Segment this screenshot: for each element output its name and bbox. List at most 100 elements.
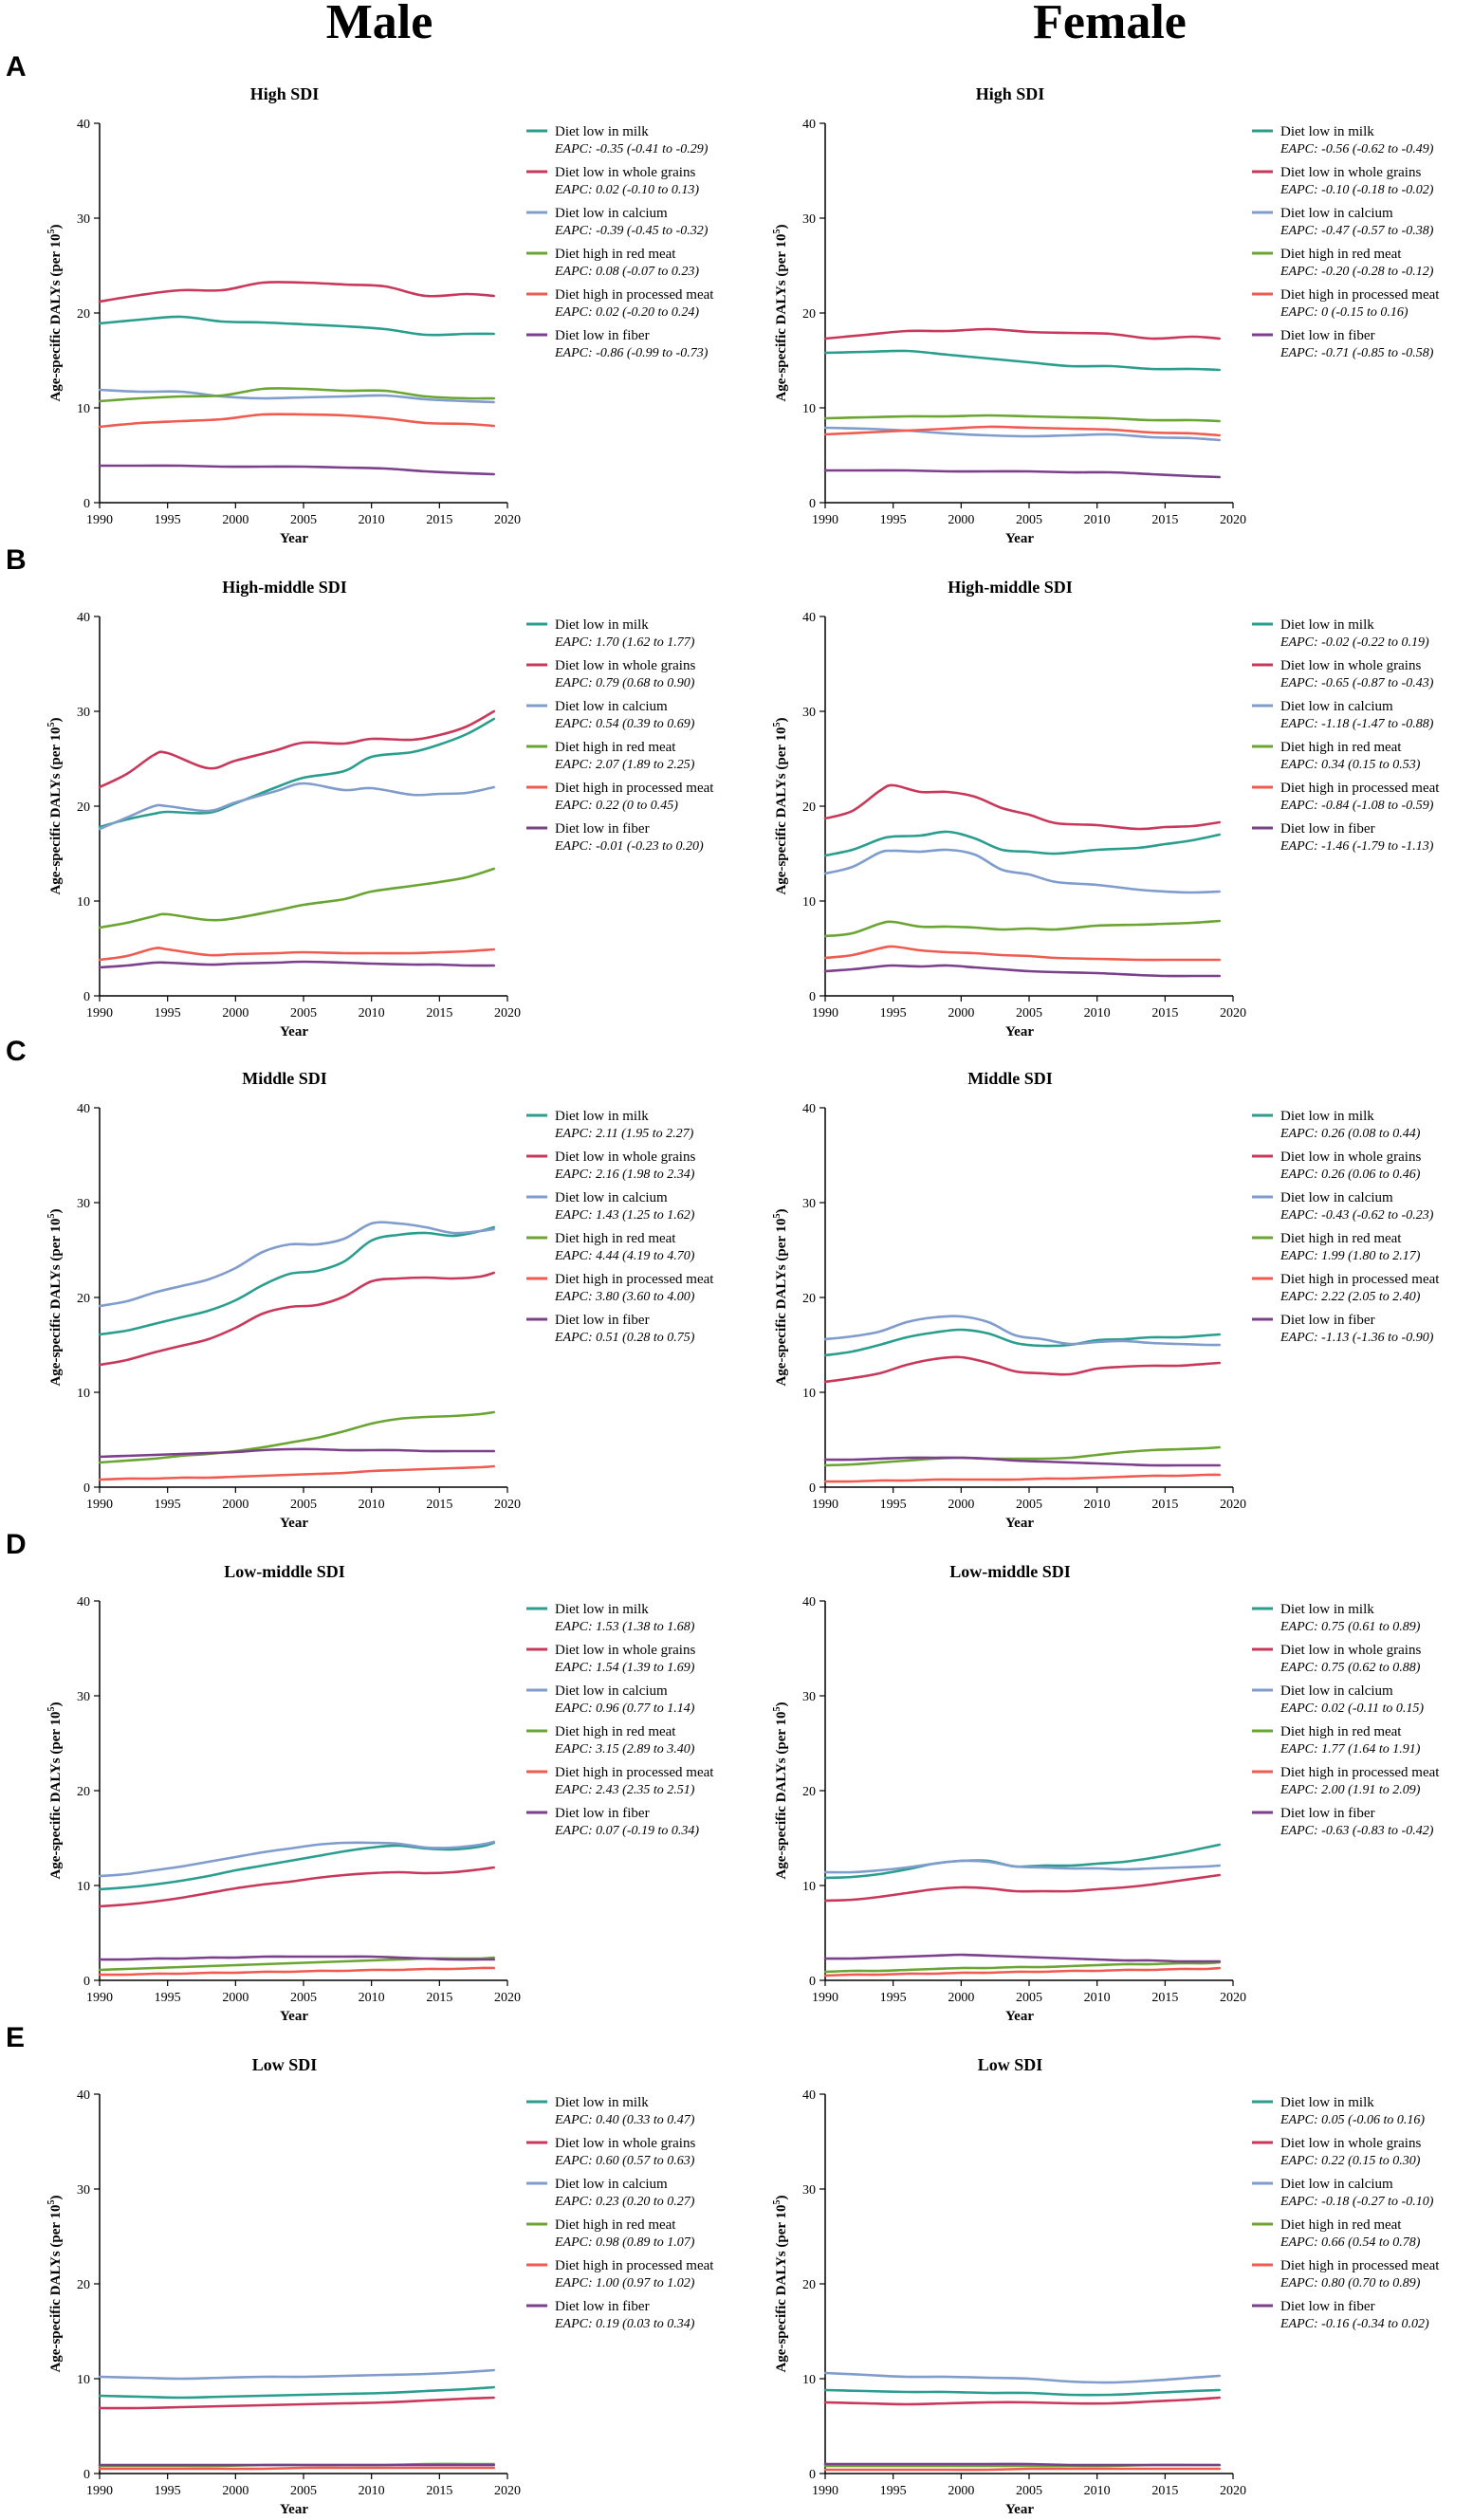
y-axis-label: Age-specific DALYs (per 105) xyxy=(772,1208,789,1386)
y-tick-label: 20 xyxy=(802,800,816,815)
x-tick-label: 2020 xyxy=(494,2484,521,2498)
y-tick-label: 20 xyxy=(802,307,816,322)
series-line-red-meat xyxy=(98,387,495,403)
legend-eapc: EAPC: -1.18 (-1.47 to -0.88) xyxy=(1280,717,1434,731)
legend-label: Diet low in milk xyxy=(555,124,649,139)
legend-label: Diet high in red meat xyxy=(555,1231,676,1246)
x-tick-label: 1995 xyxy=(155,1991,181,2005)
series-line-fiber xyxy=(823,2462,1221,2467)
legend-label: Diet high in processed meat xyxy=(555,1765,714,1780)
series-line-processed-meat xyxy=(98,413,495,429)
legend-label: Diet high in processed meat xyxy=(1280,1272,1440,1287)
legend-eapc: EAPC: 0.75 (0.61 to 0.89) xyxy=(1280,1620,1421,1634)
x-tick-label: 1990 xyxy=(86,1006,113,1021)
x-axis-label: Year xyxy=(280,2009,308,2024)
y-tick-label: 40 xyxy=(802,118,816,132)
x-tick-label: 2020 xyxy=(1220,1498,1246,1512)
y-axis-label: Age-specific DALYs (per 105) xyxy=(772,2195,789,2372)
y-tick-label: 20 xyxy=(77,800,90,815)
series-line-milk xyxy=(823,1843,1221,1880)
series-line-fiber xyxy=(98,1955,495,1961)
legend-item: Diet low in whole grains EAPC: -0.10 (-0.… xyxy=(1252,165,1434,197)
series-line-whole-grains xyxy=(823,2396,1221,2406)
chart-title: Low SDI xyxy=(978,2055,1043,2074)
legend-item: Diet low in whole grains EAPC: 0.22 (0.15… xyxy=(1252,2136,1421,2168)
series-line-calcium xyxy=(823,1315,1221,1347)
y-tick-label: 10 xyxy=(77,402,90,416)
legend-item: Diet high in red meat EAPC: 0.66 (0.54 to… xyxy=(1252,2217,1421,2250)
legend-label: Diet high in red meat xyxy=(555,2217,676,2233)
legend-item: Diet low in milk EAPC: -0.56 (-0.62 to -0… xyxy=(1252,124,1434,156)
legend-item: Diet low in fiber EAPC: -0.16 (-0.34 to 0… xyxy=(1252,2299,1429,2331)
legend-label: Diet high in red meat xyxy=(1280,740,1402,755)
legend-item: Diet low in whole grains EAPC: 0.75 (0.62… xyxy=(1252,1643,1421,1675)
legend-item: Diet low in milk EAPC: 0.26 (0.08 to 0.44… xyxy=(1252,1109,1421,1141)
legend-eapc: EAPC: 0.75 (0.62 to 0.88) xyxy=(1280,1661,1421,1675)
legend-eapc: EAPC: 1.70 (1.62 to 1.77) xyxy=(554,635,695,650)
legend-eapc: EAPC: 0.80 (0.70 to 0.89) xyxy=(1280,2276,1421,2290)
legend-eapc: EAPC: -0.18 (-0.27 to -0.10) xyxy=(1280,2195,1434,2209)
x-tick-label: 1990 xyxy=(86,2484,113,2498)
x-tick-label: 1990 xyxy=(812,2484,838,2498)
series-line-whole-grains xyxy=(823,783,1221,831)
x-axis-label: Year xyxy=(280,531,308,546)
legend-label: Diet high in red meat xyxy=(1280,2217,1402,2233)
y-tick-label: 40 xyxy=(77,2088,90,2103)
legend-eapc: EAPC: -0.56 (-0.62 to -0.49) xyxy=(1280,142,1434,156)
legend-label: Diet low in whole grains xyxy=(555,658,695,673)
x-tick-label: 2015 xyxy=(426,513,452,527)
series-line-fiber xyxy=(823,1456,1221,1467)
x-tick-label: 2005 xyxy=(290,2484,317,2498)
x-axis-label: Year xyxy=(1005,2502,1034,2517)
x-tick-label: 2000 xyxy=(222,1006,249,1021)
legend-item: Diet high in processed meat EAPC: 3.80 (3… xyxy=(526,1272,714,1304)
chart-title: High SDI xyxy=(250,84,320,103)
y-tick-label: 40 xyxy=(802,2088,816,2103)
series-line-processed-meat xyxy=(98,2466,495,2471)
series-line-milk xyxy=(98,2385,495,2400)
male-column-header: Male xyxy=(326,0,433,49)
legend-eapc: EAPC: 3.15 (2.89 to 3.40) xyxy=(554,1742,695,1757)
x-tick-label: 2020 xyxy=(1220,513,1246,527)
chart-C-female: Middle SDI 0 10 20 30 40 1990 1995 2000 2005 2010 2… xyxy=(772,1069,1440,1531)
legend-item: Diet low in fiber EAPC: 0.51 (0.28 to 0.7… xyxy=(526,1313,695,1345)
panel-letter: E xyxy=(6,2022,25,2053)
legend-label: Diet high in red meat xyxy=(1280,1724,1402,1739)
legend-label: Diet low in fiber xyxy=(555,2299,650,2314)
legend-label: Diet low in fiber xyxy=(555,328,650,343)
chart-title: High-middle SDI xyxy=(222,578,347,597)
y-tick-label: 10 xyxy=(802,1880,816,1894)
legend-item: Diet low in calcium EAPC: 1.43 (1.25 to 1… xyxy=(526,1190,695,1223)
legend-item: Diet high in processed meat EAPC: 2.00 (1… xyxy=(1252,1765,1440,1797)
series-line-whole-grains xyxy=(823,1873,1221,1903)
chart-title: Middle SDI xyxy=(242,1069,327,1088)
legend-label: Diet low in calcium xyxy=(555,1190,668,1205)
x-tick-label: 1990 xyxy=(812,1991,838,2005)
x-axis-label: Year xyxy=(1005,531,1034,546)
legend-eapc: EAPC: -0.10 (-0.18 to -0.02) xyxy=(1280,183,1434,197)
legend-eapc: EAPC: 1.43 (1.25 to 1.62) xyxy=(554,1208,695,1223)
legend-label: Diet low in milk xyxy=(555,1109,649,1124)
series-line-calcium xyxy=(823,1859,1221,1874)
y-tick-label: 20 xyxy=(77,307,90,322)
legend-label: Diet high in red meat xyxy=(555,740,676,755)
legend-eapc: EAPC: 0.54 (0.39 to 0.69) xyxy=(554,717,695,731)
legend-label: Diet low in milk xyxy=(1280,124,1374,139)
x-tick-label: 1990 xyxy=(812,1006,838,1021)
legend-label: Diet high in red meat xyxy=(555,247,676,262)
legend-item: Diet low in milk EAPC: 0.75 (0.61 to 0.89… xyxy=(1252,1602,1421,1634)
x-tick-label: 1995 xyxy=(880,1498,907,1512)
x-tick-label: 2020 xyxy=(1220,2484,1246,2498)
legend-label: Diet high in processed meat xyxy=(1280,287,1440,303)
legend-eapc: EAPC: 0.60 (0.57 to 0.63) xyxy=(554,2154,695,2168)
legend-label: Diet high in processed meat xyxy=(1280,781,1440,796)
y-axis-label: Age-specific DALYs (per 105) xyxy=(46,1701,64,1879)
legend-item: Diet low in calcium EAPC: 0.02 (-0.11 to … xyxy=(1252,1683,1424,1716)
x-tick-label: 2005 xyxy=(1016,1006,1042,1021)
y-tick-label: 20 xyxy=(77,1292,90,1306)
series-line-whole-grains xyxy=(823,327,1221,340)
y-tick-label: 0 xyxy=(809,990,816,1004)
x-axis-label: Year xyxy=(280,1516,308,1531)
legend-label: Diet low in calcium xyxy=(555,699,668,714)
series-line-red-meat xyxy=(823,1960,1221,1974)
